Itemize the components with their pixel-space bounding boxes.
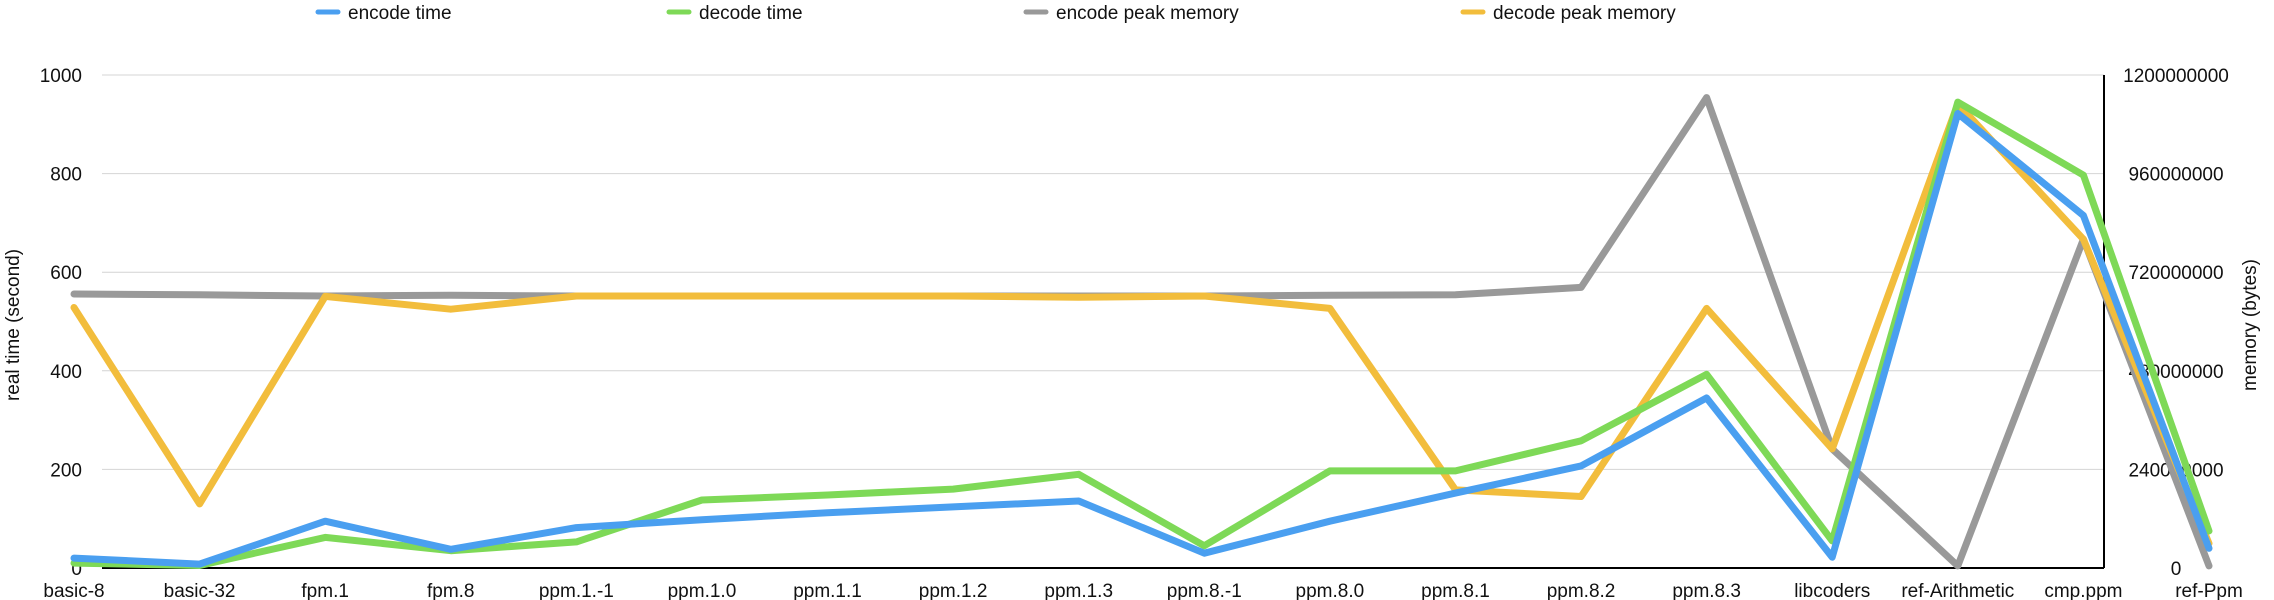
right-tick-label: 1200000000 <box>2123 66 2229 87</box>
x-tick-label: ppm.8.1 <box>1421 581 1490 600</box>
series-line-decode-peak-memory <box>70 100 2213 547</box>
x-tick-label: ppm.8.-1 <box>1167 581 1242 600</box>
x-tick-label: ppm.1.0 <box>668 581 737 600</box>
x-tick-label: ppm.1.1 <box>793 581 862 600</box>
x-tick-label: ppm.1.-1 <box>539 581 614 600</box>
x-tick-label: basic-32 <box>164 581 236 600</box>
x-tick-label: ppm.8.2 <box>1547 581 1616 600</box>
series-line-decode-time <box>70 98 2213 569</box>
left-tick-label: 600 <box>50 263 82 284</box>
left-axis-title: real time (second) <box>3 249 24 401</box>
x-tick-label: ref-Arithmetic <box>1901 581 2014 600</box>
gridlines <box>102 74 2104 470</box>
x-tick-label: fpm.8 <box>427 581 475 600</box>
x-tick-label: ppm.1.2 <box>919 581 988 600</box>
x-tick-label: ref-Ppm <box>2175 581 2243 600</box>
legend-label: encode peak memory <box>1056 3 1239 24</box>
left-tick-label: 800 <box>50 165 82 186</box>
left-tick-label: 0 <box>71 559 82 580</box>
series-lines <box>70 94 2213 570</box>
legend-label: decode time <box>699 3 803 24</box>
x-tick-label: cmp.ppm <box>2044 581 2122 600</box>
right-tick-label: 0 <box>2171 559 2182 580</box>
x-tick-label: basic-8 <box>43 581 104 600</box>
x-tick-label: ppm.1.3 <box>1044 581 1113 600</box>
left-tick-label: 400 <box>50 362 82 383</box>
legend-label: encode time <box>348 3 452 24</box>
right-axis-title: memory (bytes) <box>2240 259 2261 391</box>
legend: encode time decode time encode peak memory… <box>315 3 1676 24</box>
x-tick-label: libcoders <box>1794 581 1870 600</box>
x-tick-label: fpm.1 <box>301 581 349 600</box>
left-tick-label: 1000 <box>40 66 82 87</box>
x-tick-label: ppm.8.0 <box>1296 581 1365 600</box>
legend-label: decode peak memory <box>1493 3 1676 24</box>
x-axis-ticks: basic-8 basic-32 fpm.1 fpm.8 ppm.1.-1 ppm.1.0… <box>43 581 2242 600</box>
x-tick-label: ppm.8.3 <box>1672 581 1741 600</box>
axes <box>102 75 2105 569</box>
left-tick-label: 200 <box>50 460 82 481</box>
right-tick-label: 720000000 <box>2128 263 2223 284</box>
right-tick-label: 960000000 <box>2128 165 2223 186</box>
left-axis-ticks: 0 200 400 600 800 1000 <box>40 66 82 580</box>
series-line-encode-time <box>70 110 2213 568</box>
